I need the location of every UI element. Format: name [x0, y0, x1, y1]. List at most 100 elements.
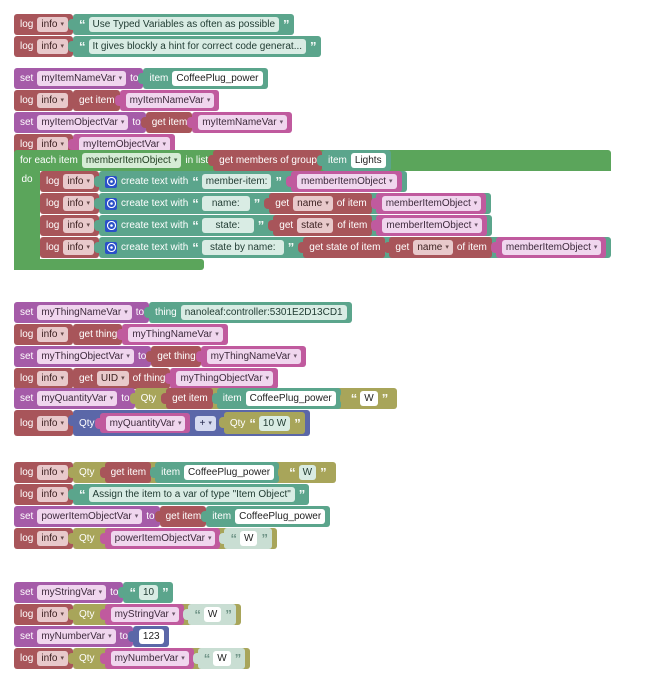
log-level-dropdown[interactable]: info ▾ — [37, 327, 68, 342]
variable-getter-block[interactable]: powerItemObjectVar ▾ — [99, 528, 221, 549]
block-row-log-note[interactable]: log info ▾ “ Assign the item to a var of… — [14, 484, 336, 505]
set-variable-block[interactable]: set myStringVar ▾ to — [14, 582, 124, 603]
block-row-set-quantity[interactable]: set myQuantityVar ▾ to Qty get item item… — [14, 388, 398, 409]
gear-icon[interactable] — [105, 219, 117, 232]
variable-getter-block[interactable]: myItemObjectVar ▾ — [67, 134, 176, 155]
block-row-set-item-name[interactable]: set myItemNameVar ▾ to item CoffeePlug_p… — [14, 68, 292, 89]
gear-icon[interactable] — [105, 197, 117, 210]
set-variable-block[interactable]: set myNumberVar ▾ to — [14, 626, 133, 647]
property-dropdown[interactable]: UID ▾ — [96, 371, 129, 386]
block-group-item-object[interactable]: log info ▾ Qty get item item CoffeePlug_… — [14, 462, 336, 550]
block-row-log-member-state-by-name[interactable]: log info ▾ create text with “ state by n… — [40, 237, 612, 258]
variable-dropdown[interactable]: myNumberVar ▾ — [37, 629, 116, 644]
block-row-log-member-name[interactable]: log info ▾ create text with “ name: — [40, 193, 611, 214]
log-block[interactable]: log info ▾ — [14, 528, 73, 549]
item-block[interactable]: item CoffeePlug_power — [150, 462, 280, 483]
log-block[interactable]: log info ▾ — [14, 410, 73, 436]
block-row-log-intro-2[interactable]: log info ▾ “ It gives blockly a hint for… — [14, 36, 321, 57]
variable-getter-block[interactable]: myThingObjectVar ▾ — [165, 368, 279, 389]
block-group-thing[interactable]: set myThingNameVar ▾ to thing nanoleaf:c… — [14, 302, 352, 390]
block-row-log-number[interactable]: log info ▾ Qty myNumberVar ▾ “ W ” — [14, 648, 251, 669]
log-level-dropdown[interactable]: info ▾ — [63, 174, 94, 189]
loop-variable-dropdown[interactable]: memberItemObject ▾ — [81, 153, 182, 168]
block-group-types[interactable]: set myStringVar ▾ to “ 10 ” log info ▾ — [14, 582, 251, 670]
get-property-of-item-block[interactable]: get state ▾ of item — [268, 215, 373, 236]
text-literal-field[interactable]: Assign the item to a var of type "Item O… — [88, 487, 295, 502]
item-name-field[interactable]: CoffeePlug_power — [172, 71, 263, 86]
gear-icon[interactable] — [105, 241, 117, 254]
foreach-block[interactable]: for each item memberItemObject ▾ in list — [14, 150, 213, 171]
text-literal-field[interactable]: state by name: — [201, 240, 284, 255]
set-variable-block[interactable]: set myThingObjectVar ▾ to — [14, 346, 152, 367]
variable-dropdown[interactable]: myQuantityVar ▾ — [105, 415, 186, 431]
variable-dropdown[interactable]: myItemObjectVar ▾ — [37, 115, 129, 130]
quantity-block[interactable]: Qty myNumberVar ▾ “ W ” — [67, 648, 251, 669]
get-item-block[interactable]: get item — [140, 112, 193, 133]
unit-field[interactable]: W — [203, 607, 222, 622]
unit-field[interactable]: W — [360, 391, 378, 406]
unit-field[interactable]: W — [298, 465, 317, 480]
log-block[interactable]: log info ▾ — [14, 14, 73, 35]
text-literal-field[interactable]: member-item: — [201, 174, 272, 189]
variable-getter-block[interactable]: memberItemObject ▾ — [285, 171, 402, 192]
unit-field[interactable]: W — [239, 531, 258, 546]
variable-dropdown[interactable]: myItemNameVar ▾ — [125, 93, 215, 108]
text-literal-field[interactable]: Use Typed Variables as often as possible — [88, 17, 280, 32]
log-level-dropdown[interactable]: info ▾ — [37, 137, 68, 152]
text-literal-field[interactable]: 10 — [138, 585, 159, 600]
block-row-log-member-state[interactable]: log info ▾ create text with “ state: — [40, 215, 611, 236]
log-block[interactable]: log info ▾ — [14, 604, 73, 625]
property-dropdown[interactable]: state ▾ — [297, 218, 334, 233]
log-level-dropdown[interactable]: info ▾ — [37, 465, 68, 480]
quantity-block[interactable]: Qty myStringVar ▾ “ W ” — [68, 604, 241, 625]
variable-dropdown[interactable]: myThingNameVar ▾ — [37, 305, 132, 320]
log-level-dropdown[interactable]: info ▾ — [63, 218, 94, 233]
quantity-literal-field[interactable]: 10 W — [258, 415, 291, 431]
variable-getter-block[interactable]: myThingNameVar ▾ — [195, 346, 307, 367]
log-block[interactable]: log info ▾ — [14, 90, 73, 111]
get-members-of-group-block[interactable]: get members of group — [208, 150, 322, 171]
get-state-of-item-block[interactable]: get state of item — [298, 237, 386, 258]
item-block[interactable]: item Lights — [317, 150, 391, 171]
set-variable-block[interactable]: set myItemObjectVar ▾ to — [14, 112, 146, 133]
text-literal-block[interactable]: “ It gives blockly a hint for correct co… — [68, 36, 321, 57]
block-row-log-quantity-sum[interactable]: log info ▾ Qty myQuantityVar ▾ + ▾ — [14, 410, 397, 436]
log-level-dropdown[interactable]: info ▾ — [63, 196, 94, 211]
log-level-dropdown[interactable]: info ▾ — [37, 17, 68, 32]
variable-getter-block[interactable]: myStringVar ▾ — [99, 604, 185, 625]
variable-dropdown[interactable]: memberItemObject ▾ — [382, 218, 482, 233]
unit-text-block[interactable]: “ W ” — [219, 528, 272, 549]
text-literal-field[interactable]: name: — [201, 196, 250, 211]
block-row-log-thing-name[interactable]: log info ▾ get thing myThingNameVar ▾ — [14, 324, 352, 345]
text-literal-field[interactable]: state: — [201, 218, 254, 233]
log-level-dropdown[interactable]: info ▾ — [37, 607, 68, 622]
get-property-of-item-block[interactable]: get name ▾ of item — [264, 193, 372, 214]
thing-uid-field[interactable]: nanoleaf:controller:5301E2D13CD1 — [180, 305, 347, 320]
set-variable-block[interactable]: set myQuantityVar ▾ to — [14, 388, 135, 409]
create-text-with-block[interactable]: create text with “ state: ” get state ▾ … — [94, 215, 492, 236]
unit-text-block[interactable]: “ W ” — [339, 388, 393, 409]
variable-dropdown[interactable]: myNumberVar ▾ — [110, 651, 189, 666]
property-dropdown[interactable]: name ▾ — [413, 240, 453, 255]
variable-getter-block[interactable]: memberItemObject ▾ — [370, 193, 487, 214]
set-variable-block[interactable]: set myItemNameVar ▾ to — [14, 68, 144, 89]
block-row-set-item-object[interactable]: set myItemObjectVar ▾ to get item myItem… — [14, 112, 293, 133]
get-thing-block[interactable]: get thing — [67, 324, 123, 345]
variable-dropdown[interactable]: myThingNameVar ▾ — [206, 349, 302, 364]
quantity-literal-block[interactable]: Qty “ 10 W ” — [218, 412, 305, 434]
property-dropdown[interactable]: name ▾ — [293, 196, 333, 211]
variable-getter-block[interactable]: myQuantityVar ▾ — [94, 413, 191, 433]
log-block[interactable]: log info ▾ — [14, 134, 73, 155]
variable-dropdown[interactable]: memberItemObject ▾ — [381, 196, 482, 211]
block-row-log-intro-1[interactable]: log info ▾ “ Use Typed Variables as ofte… — [14, 14, 321, 35]
log-level-dropdown[interactable]: info ▾ — [37, 487, 68, 502]
log-level-dropdown[interactable]: info ▾ — [37, 531, 68, 546]
operator-dropdown[interactable]: + ▾ — [195, 415, 216, 431]
arithmetic-block[interactable]: Qty myQuantityVar ▾ + ▾ Qty “ 10 W ” — [68, 410, 310, 436]
get-item-block[interactable]: get item — [161, 388, 213, 409]
log-level-dropdown[interactable]: info ▾ — [37, 415, 68, 431]
block-row-set-power-item-object[interactable]: set powerItemObjectVar ▾ to get item ite… — [14, 506, 336, 527]
get-thing-block[interactable]: get thing — [146, 346, 201, 367]
unit-field[interactable]: W — [213, 651, 231, 666]
